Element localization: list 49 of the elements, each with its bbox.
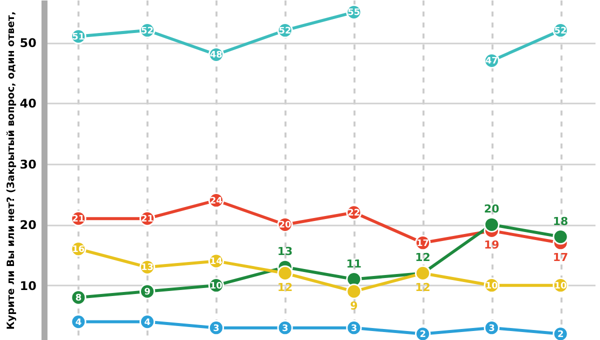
data-label: 16 (72, 244, 85, 255)
data-label: 9 (350, 299, 358, 312)
data-label: 21 (141, 214, 154, 225)
data-label: 18 (552, 214, 568, 228)
data-label: 10 (485, 281, 498, 292)
data-label: 24 (210, 196, 222, 206)
data-label: 55 (348, 8, 360, 18)
data-label: 3 (213, 324, 220, 334)
point (484, 216, 500, 232)
point (552, 228, 568, 245)
y-tick-label: 30 (20, 157, 36, 172)
data-label: 48 (210, 50, 222, 61)
data-label: 10 (554, 281, 567, 292)
data-label: 52 (554, 26, 567, 36)
point (277, 265, 293, 282)
data-label: 3 (282, 324, 288, 334)
data-label: 20 (484, 202, 500, 216)
data-label: 8 (75, 294, 82, 304)
y-tick-label: 50 (20, 36, 36, 50)
data-label: 47 (485, 56, 498, 67)
data-label: 13 (277, 245, 293, 258)
data-label: 21 (72, 214, 85, 225)
data-label: 17 (552, 250, 568, 264)
y-tick-label: 10 (20, 278, 36, 293)
data-label: 9 (144, 287, 150, 298)
data-label: 10 (210, 281, 222, 292)
data-label: 22 (348, 208, 360, 218)
data-label: 12 (277, 281, 293, 294)
data-label: 14 (210, 257, 222, 268)
data-label: 2 (420, 330, 426, 340)
data-label: 13 (141, 263, 154, 274)
y-tick-label: 40 (20, 96, 36, 111)
data-label: 17 (416, 238, 430, 249)
data-label: 12 (415, 281, 430, 294)
data-label: 12 (415, 251, 430, 264)
data-label: 3 (488, 324, 495, 334)
y-tick-label: 20 (20, 218, 36, 232)
data-label: 52 (141, 26, 154, 36)
data-label: 52 (278, 26, 292, 36)
data-label: 2 (557, 330, 564, 340)
data-label: 4 (144, 318, 150, 328)
data-label: 4 (75, 318, 82, 328)
data-label: 19 (484, 238, 500, 252)
data-label: 11 (346, 257, 362, 270)
data-label: 3 (350, 324, 358, 334)
data-label: 51 (72, 32, 85, 42)
y-axis-title: Курите ли Вы или нет? (Закрытый вопрос, один ответ, (6, 11, 17, 330)
data-label: 20 (278, 220, 292, 231)
point (346, 284, 362, 300)
